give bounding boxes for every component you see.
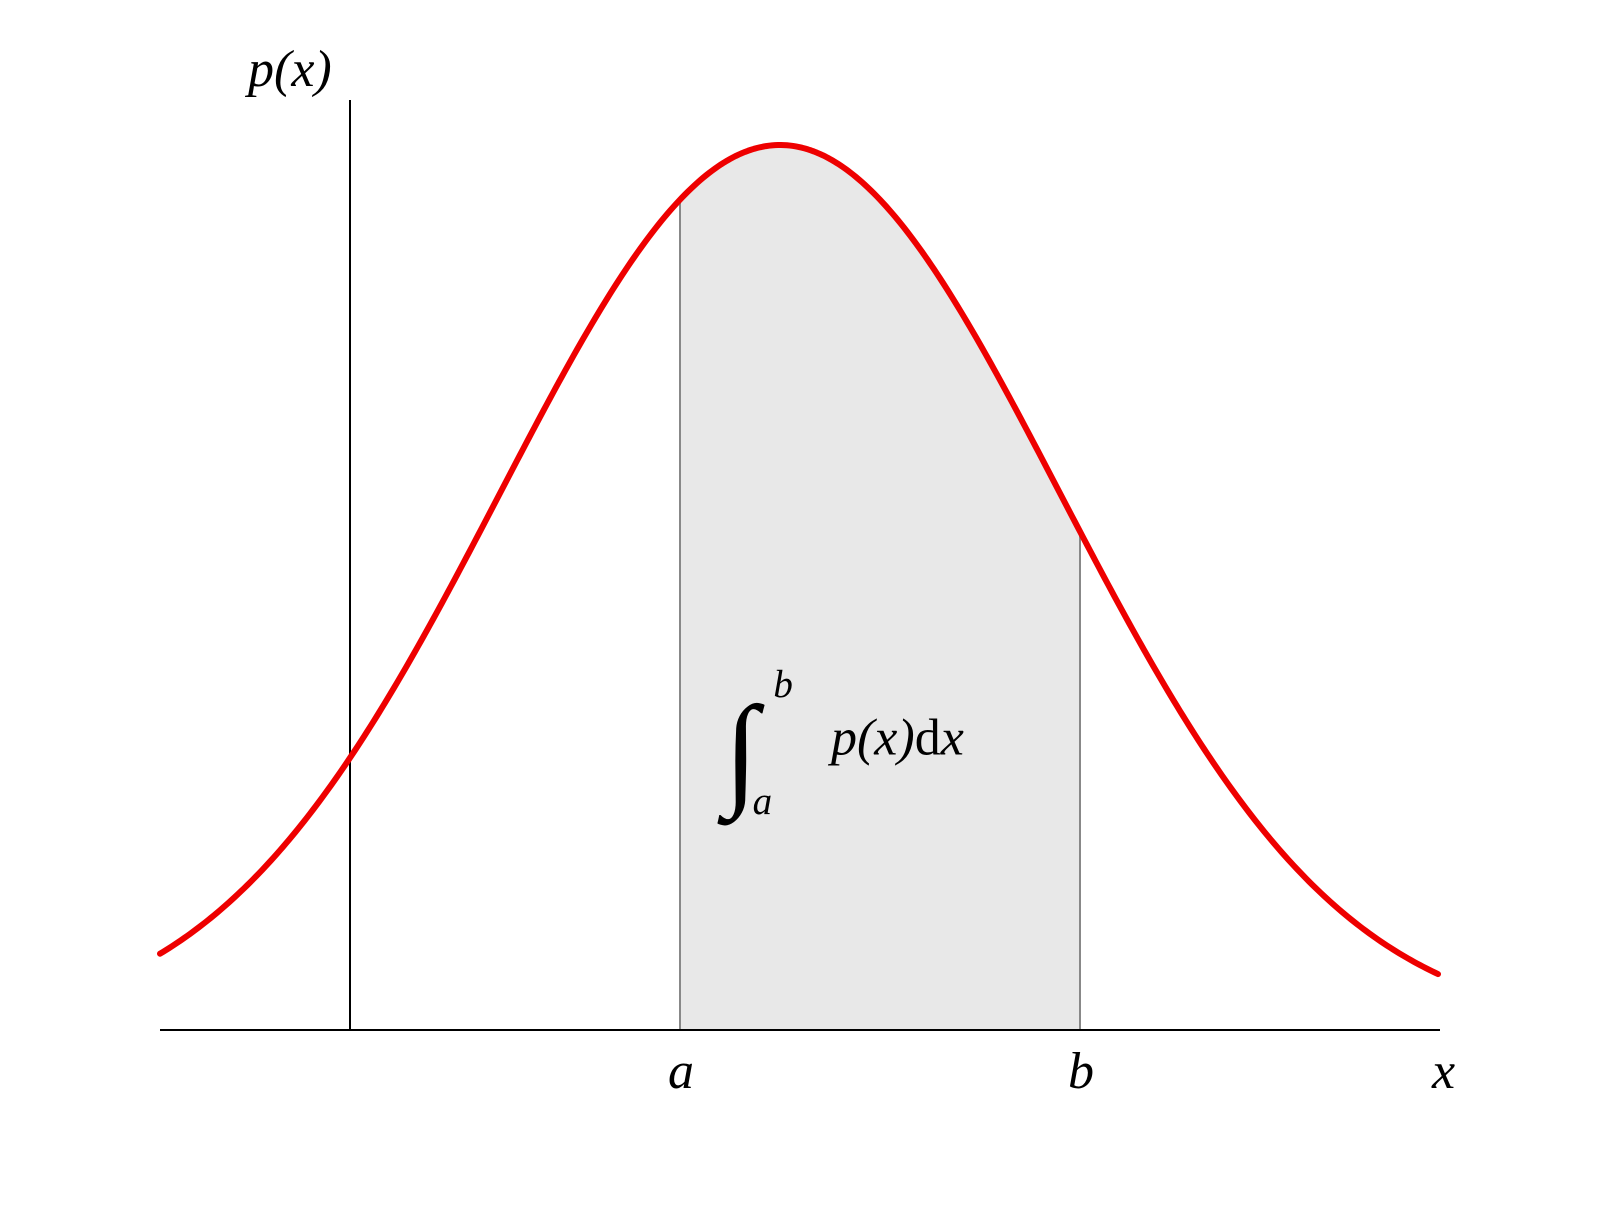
a-tick-label: a <box>668 1042 694 1101</box>
y-axis-label: p(x) <box>248 40 332 99</box>
b-tick-label: b <box>1068 1042 1094 1101</box>
x-axis-label: x <box>1432 1042 1455 1101</box>
chart-svg <box>0 0 1600 1200</box>
integral-formula: ∫ b a p(x)dx <box>724 680 964 805</box>
pdf-chart: p(x) x a b ∫ b a p(x)dx <box>0 0 1600 1200</box>
